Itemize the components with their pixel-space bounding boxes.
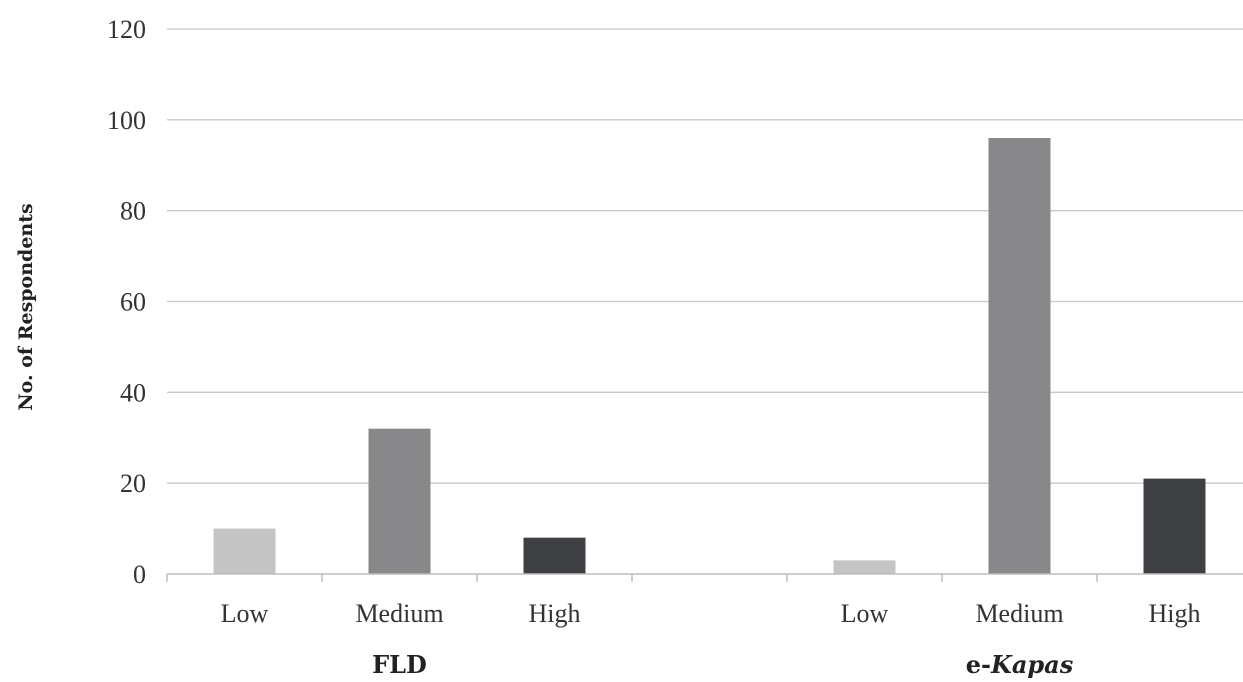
group-label-part: FLD [372, 650, 427, 679]
x-tick-label: Medium [355, 599, 443, 628]
x-tick-label: High [1149, 599, 1201, 628]
x-tick-label: High [529, 599, 581, 628]
x-tick-label: Low [841, 599, 889, 628]
bar-ekapas-low [833, 560, 896, 574]
y-tick-label: 60 [120, 288, 146, 317]
x-axis-labels: Low Medium High FLD Low Medium High e-Kapas [221, 599, 1201, 679]
x-axis [166, 573, 1243, 582]
x-tick-label: Low [221, 599, 269, 628]
y-axis-label: No. of Respondents [15, 203, 37, 410]
group-label: FLD [372, 650, 427, 679]
y-tick-label: 100 [107, 106, 146, 135]
y-tick-label: 120 [107, 15, 146, 44]
group-label: e-Kapas [966, 650, 1074, 679]
bar-ekapas-high [1143, 478, 1206, 574]
y-tick-label: 20 [120, 469, 146, 498]
y-tick-label: 40 [120, 378, 146, 407]
bar-fld-low [213, 528, 276, 574]
y-tick-label: 0 [133, 560, 146, 589]
x-tick-label: Medium [975, 599, 1063, 628]
group-label-part: Kapas [990, 650, 1074, 679]
bar-fld-medium [368, 428, 431, 574]
bars [213, 138, 1206, 574]
y-axis-ticks: 0 20 40 60 80 100 120 [107, 15, 146, 589]
gridlines [167, 28, 1243, 484]
group-label-part: e- [966, 650, 991, 679]
bar-fld-high [523, 537, 586, 574]
y-tick-label: 80 [120, 197, 146, 226]
bar-ekapas-medium [988, 138, 1051, 574]
